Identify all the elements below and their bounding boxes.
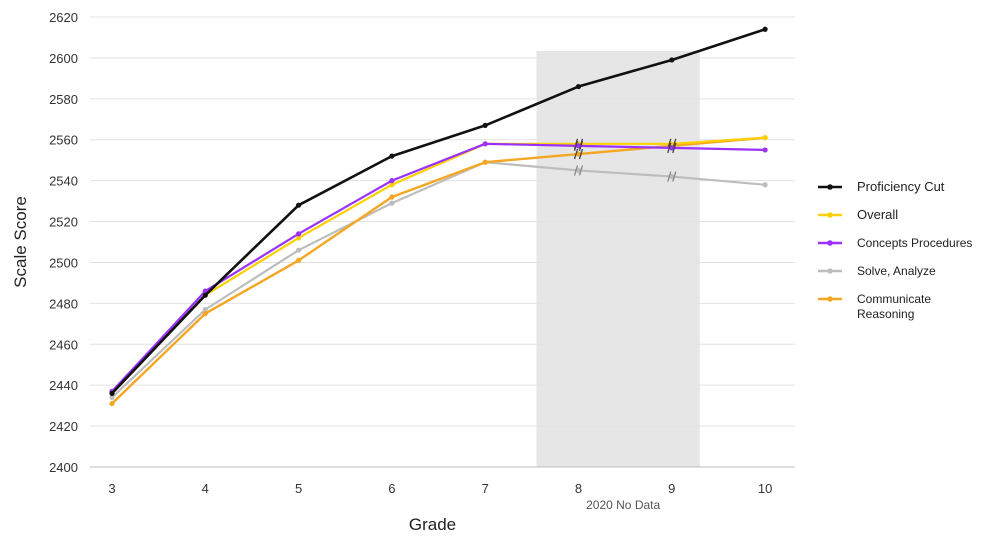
break-mark — [672, 142, 677, 154]
y-tick-label: 2480 — [49, 296, 78, 311]
legend-swatch-marker — [827, 296, 833, 302]
data-point — [389, 194, 395, 200]
y-tick-labels: 2400 2420 2440 2460 2480 2500 2520 2540 2560 2580… — [49, 10, 78, 475]
y-tick-label: 2600 — [49, 51, 78, 66]
break-mark — [573, 148, 579, 160]
data-point — [762, 182, 768, 188]
data-point — [762, 147, 768, 153]
break-mark — [573, 165, 579, 176]
y-tick-label: 2400 — [49, 460, 78, 475]
x-tick-label: 9 — [668, 481, 675, 496]
shaded-region-label: 2020 No Data — [586, 498, 660, 512]
series-line — [110, 161, 767, 399]
y-tick-label: 2520 — [49, 215, 78, 230]
data-point — [389, 153, 395, 159]
break-mark — [667, 171, 672, 182]
series-line — [110, 136, 767, 395]
data-point — [202, 292, 208, 298]
data-point — [109, 394, 115, 401]
x-tick-label: 4 — [202, 481, 209, 496]
x-tick-labels: 3 4 5 6 7 8 9 10 — [108, 481, 772, 496]
legend-label: Communicate — [857, 292, 931, 306]
data-point — [109, 400, 115, 407]
x-tick-label: 7 — [482, 481, 489, 496]
x-tick-label: 5 — [295, 481, 302, 496]
data-point — [296, 231, 302, 237]
x-tick-label: 10 — [758, 481, 772, 496]
data-point — [202, 306, 208, 313]
legend-label: Concepts Procedures — [857, 236, 972, 250]
series-lines — [109, 26, 768, 407]
data-point — [109, 390, 115, 396]
data-point — [482, 159, 488, 165]
data-point — [575, 167, 582, 174]
legend-label: Overall — [857, 207, 898, 222]
y-tick-label: 2620 — [49, 10, 78, 25]
y-tick-label: 2580 — [49, 92, 78, 107]
legend-swatch-marker — [827, 268, 833, 274]
data-point — [389, 178, 395, 184]
data-point — [389, 200, 395, 206]
x-axis-title: Grade — [409, 515, 456, 534]
data-point — [669, 173, 675, 180]
data-point — [482, 122, 488, 129]
data-point — [669, 145, 675, 151]
data-point — [296, 257, 302, 264]
series-line — [110, 27, 767, 395]
y-tick-label: 2440 — [49, 378, 78, 393]
data-point — [669, 57, 675, 63]
data-point — [575, 151, 582, 157]
y-tick-label: 2460 — [49, 337, 78, 352]
break-mark — [578, 165, 584, 176]
legend-label: Reasoning — [857, 307, 914, 321]
legend-label: Solve, Analyze — [857, 264, 936, 278]
y-tick-label: 2560 — [49, 133, 78, 148]
break-mark — [667, 142, 672, 154]
shaded-region — [536, 51, 700, 467]
legend: Proficiency Cut Overall Concepts Procedure… — [818, 179, 972, 321]
y-tick-label: 2540 — [49, 174, 78, 189]
legend-swatch-marker — [827, 184, 833, 190]
legend-swatch-marker — [827, 212, 833, 218]
y-tick-label: 2420 — [49, 419, 78, 434]
data-point — [296, 247, 302, 253]
x-tick-label: 6 — [388, 481, 395, 496]
legend-label: Proficiency Cut — [857, 179, 945, 194]
data-point — [202, 310, 208, 317]
y-tick-label: 2500 — [49, 255, 78, 270]
data-point — [762, 26, 768, 32]
data-point — [482, 141, 488, 147]
data-point — [296, 202, 302, 208]
x-tick-label: 3 — [108, 481, 115, 496]
x-tick-label: 8 — [575, 481, 582, 496]
break-mark — [573, 140, 579, 152]
data-point — [575, 83, 582, 90]
data-point — [575, 143, 582, 149]
break-mark — [578, 140, 584, 152]
data-point — [296, 235, 302, 241]
data-point — [389, 182, 395, 188]
break-mark — [578, 148, 584, 160]
break-mark — [672, 171, 677, 182]
y-axis-title: Scale Score — [11, 196, 30, 288]
data-point — [762, 135, 768, 141]
legend-swatch-marker — [827, 240, 833, 246]
